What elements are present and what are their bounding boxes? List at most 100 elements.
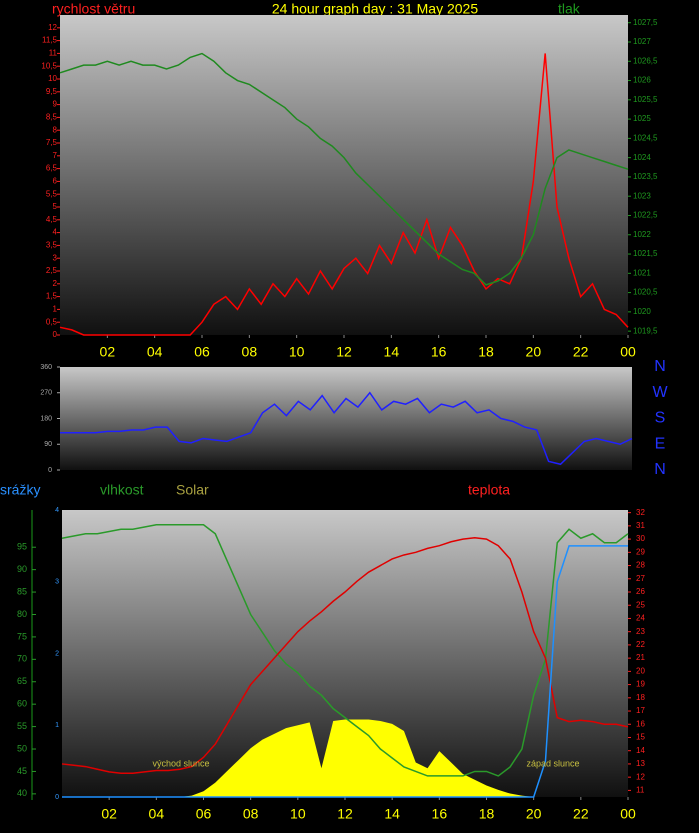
x-tick-label: 12 xyxy=(336,344,352,360)
y2-tick-label: 1027 xyxy=(633,37,651,46)
y-tick-label: 45 xyxy=(17,766,27,776)
y2-tick-label: 1025,5 xyxy=(633,95,658,104)
y2-tick-label: 1024,5 xyxy=(633,133,658,142)
x-tick-label: 06 xyxy=(196,806,212,822)
y2-tick-label: 11 xyxy=(636,785,645,794)
y-tick-label: 11 xyxy=(49,49,58,58)
y-tick-label: 4,5 xyxy=(46,215,58,224)
legend-humidity: vlhkost xyxy=(100,482,144,498)
y-tick-label: 7,5 xyxy=(46,138,58,147)
y3-tick-label: 4 xyxy=(55,507,59,514)
y3-tick-label: 3 xyxy=(55,579,59,586)
y2-tick-label: 1020,5 xyxy=(633,288,658,297)
x-tick-label: 06 xyxy=(194,344,210,360)
y-tick-label: 5,5 xyxy=(46,189,58,198)
x-tick-label: 16 xyxy=(432,806,448,822)
x-tick-label: 18 xyxy=(478,344,494,360)
y-tick-label: 85 xyxy=(17,586,27,596)
y2-tick-label: 28 xyxy=(636,561,645,570)
y3-tick-label: 2 xyxy=(55,650,59,657)
y2-tick-label: 19 xyxy=(636,680,645,689)
x-tick-label: 14 xyxy=(384,806,400,822)
y2-tick-label: W xyxy=(652,384,668,401)
x-tick-label: 20 xyxy=(526,344,542,360)
y2-tick-label: 26 xyxy=(636,587,645,596)
y2-tick-label: 15 xyxy=(636,733,645,742)
y2-tick-label: 21 xyxy=(636,653,645,662)
legend-temperature: teplota xyxy=(468,482,510,498)
y-tick-label: 180 xyxy=(40,415,52,422)
y2-tick-label: 31 xyxy=(636,521,645,530)
x-tick-label: 08 xyxy=(242,344,258,360)
y2-tick-label: E xyxy=(655,435,666,452)
y2-tick-label: 1019,5 xyxy=(633,326,658,335)
y2-tick-label: 20 xyxy=(636,666,645,675)
y2-tick-label: 27 xyxy=(636,574,645,583)
y2-tick-label: 1021 xyxy=(633,268,651,277)
y-tick-label: 60 xyxy=(17,699,27,709)
y-tick-label: 80 xyxy=(17,609,27,619)
x-tick-label: 04 xyxy=(147,344,163,360)
y2-tick-label: 1025 xyxy=(633,114,651,123)
y-tick-label: 3 xyxy=(53,253,58,262)
y-tick-label: 75 xyxy=(17,631,27,641)
series-line xyxy=(61,537,629,774)
y2-tick-label: 1021,5 xyxy=(633,249,658,258)
y-tick-label: 40 xyxy=(17,788,27,798)
y3-tick-label: 1 xyxy=(55,722,59,729)
series-line xyxy=(59,52,629,286)
x-tick-label: 00 xyxy=(620,806,636,822)
series-line xyxy=(60,391,633,466)
y2-tick-label: 12 xyxy=(636,772,645,781)
annotation: západ slunce xyxy=(526,758,579,768)
plot-background xyxy=(60,15,628,335)
y2-tick-label: 16 xyxy=(636,719,645,728)
series-line xyxy=(61,524,629,777)
y-tick-label: 4 xyxy=(53,228,58,237)
x-tick-label: 10 xyxy=(289,344,305,360)
y2-tick-label: 30 xyxy=(636,534,645,543)
y2-tick-label: 1026 xyxy=(633,76,651,85)
y2-tick-label: 1026,5 xyxy=(633,56,658,65)
y-tick-label: 9,5 xyxy=(46,87,58,96)
y2-tick-label: 32 xyxy=(636,508,645,517)
y-tick-label: 12 xyxy=(48,23,57,32)
x-tick-label: 12 xyxy=(337,806,353,822)
y-tick-label: 0 xyxy=(53,330,58,339)
y-tick-label: 70 xyxy=(17,654,27,664)
x-tick-label: 18 xyxy=(479,806,495,822)
y2-tick-label: 17 xyxy=(636,706,645,715)
y2-tick-label: 14 xyxy=(636,746,645,755)
y2-tick-label: N xyxy=(654,461,666,478)
y-tick-label: 50 xyxy=(17,743,27,753)
legend-rain: srážky xyxy=(0,482,40,498)
y-tick-label: 2,5 xyxy=(46,266,58,275)
y2-tick-label: 1024 xyxy=(633,153,651,162)
y2-tick-label: 22 xyxy=(636,640,645,649)
annotation: východ slunce xyxy=(152,758,209,768)
y-tick-label: 3,5 xyxy=(46,241,58,250)
y-tick-label: 65 xyxy=(17,676,27,686)
y-tick-label: 1 xyxy=(53,305,58,314)
y2-tick-label: 1022 xyxy=(633,230,651,239)
y2-tick-label: 13 xyxy=(636,759,645,768)
y-tick-label: 270 xyxy=(40,390,52,397)
y2-tick-label: 25 xyxy=(636,600,645,609)
series-line xyxy=(62,545,628,798)
x-tick-label: 04 xyxy=(149,806,165,822)
plot-background xyxy=(60,367,632,470)
x-tick-label: 10 xyxy=(290,806,306,822)
x-tick-label: 22 xyxy=(573,806,589,822)
x-tick-label: 20 xyxy=(526,806,542,822)
x-tick-label: 02 xyxy=(100,344,116,360)
legend-wind: rychlost větru xyxy=(52,1,135,17)
series-line xyxy=(59,53,629,336)
y-tick-label: 95 xyxy=(17,542,27,552)
y2-tick-label: 1027,5 xyxy=(633,18,658,27)
y-tick-label: 360 xyxy=(40,364,52,371)
y-tick-label: 10,5 xyxy=(41,61,57,70)
y-tick-label: 0 xyxy=(48,467,52,474)
y-tick-label: 10 xyxy=(48,74,57,83)
